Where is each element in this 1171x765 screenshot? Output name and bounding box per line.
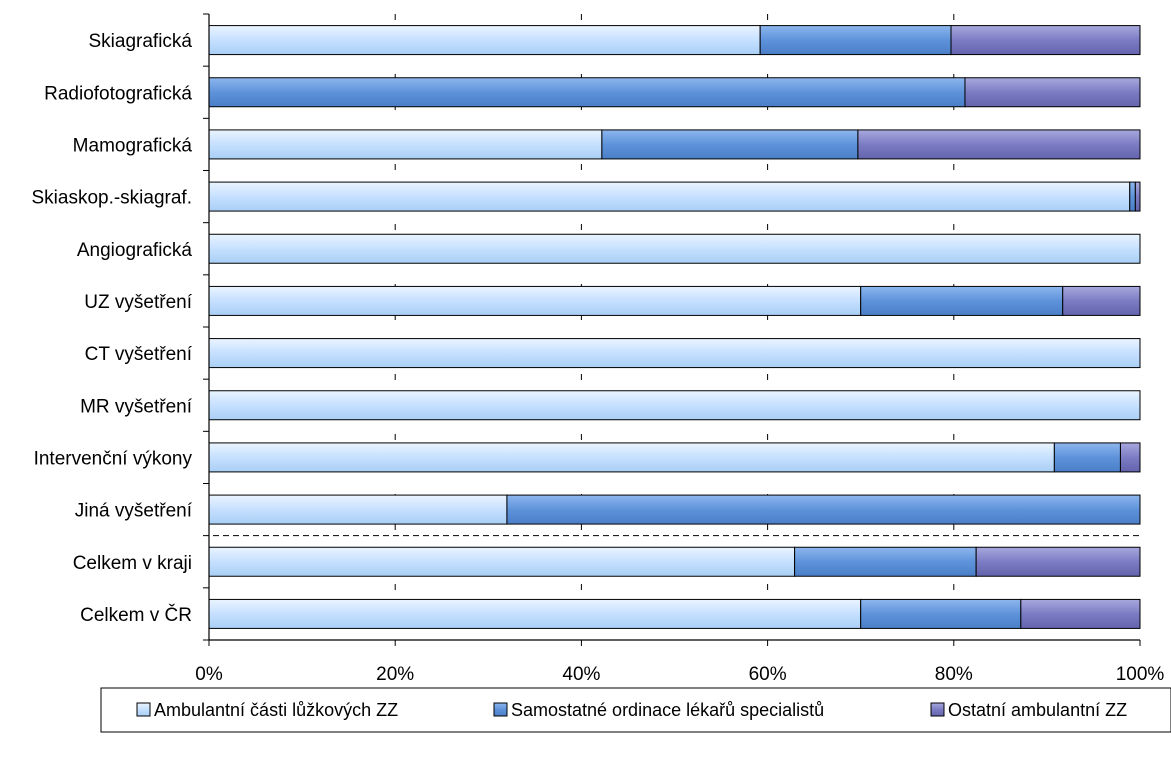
bar-segment-8-0 (208, 442, 1055, 473)
gridlines (203, 14, 1140, 640)
category-label-5: UZ vyšetření (84, 292, 192, 313)
category-label-9: Jiná vyšetření (75, 501, 193, 522)
bar-segment-1-1 (208, 77, 966, 108)
category-label-7: MR vyšetření (80, 396, 193, 417)
category-label-4: Angiografická (77, 240, 193, 261)
bar-segment-11-0 (208, 598, 862, 629)
bar-segment-5-2 (1062, 285, 1141, 316)
bar-segment-0-0 (208, 25, 761, 56)
bar-segment-10-2 (975, 546, 1141, 577)
x-tick-label-4: 80% (935, 664, 973, 685)
x-tick-labels: 0% 20% 40% 60% 80% 100% (195, 664, 1164, 685)
bar-segment-5-1 (860, 285, 1064, 316)
bar-segment-10-1 (794, 546, 977, 577)
bar-segment-3-2 (1134, 181, 1141, 212)
category-label-2: Mamografická (73, 135, 193, 156)
category-label-1: Radiofotografická (44, 83, 192, 104)
axes (203, 13, 1141, 646)
x-tick-label-2: 40% (562, 664, 600, 685)
x-tick-label-3: 60% (749, 664, 787, 685)
bar-segment-11-2 (1020, 598, 1141, 629)
legend-swatch-2 (930, 702, 945, 717)
bar-segment-1-2 (964, 77, 1141, 108)
legend-label-2: Ostatní ambulantní ZZ (948, 700, 1127, 720)
category-label-6: CT vyšetření (85, 344, 193, 365)
x-tick-label-5: 100% (1116, 664, 1165, 685)
legend-box (100, 687, 1171, 733)
category-labels: Skiagrafická Radiofotografická Mamografick… (31, 31, 192, 626)
legend-label-0: Ambulantní části lůžkových ZZ (154, 700, 398, 720)
category-label-11: Celkem v ČR (80, 604, 192, 626)
bar-segment-9-0 (208, 494, 508, 525)
bar-segment-3-1 (1129, 181, 1136, 212)
bar-segment-4-0 (208, 233, 1141, 264)
bar-segment-2-0 (208, 129, 603, 160)
x-tick-label-0: 0% (195, 664, 223, 685)
category-label-8: Intervenční výkony (34, 448, 193, 469)
bar-segment-2-2 (857, 129, 1141, 160)
category-label-0: Skiagrafická (89, 31, 193, 52)
bar-segment-5-0 (208, 285, 862, 316)
bar-segment-8-1 (1053, 442, 1121, 473)
bar-segment-8-2 (1119, 442, 1141, 473)
category-label-10: Celkem v kraji (73, 553, 192, 574)
bar-segment-11-1 (860, 598, 1022, 629)
legend-label-1: Samostatné ordinace lékařů specialistů (511, 700, 824, 720)
bar-segment-6-0 (208, 338, 1141, 369)
x-tick-label-1: 20% (376, 664, 414, 685)
category-label-3: Skiaskop.-skiagraf. (31, 188, 192, 209)
bar-segment-0-1 (759, 25, 952, 56)
bars (208, 25, 1141, 629)
legend-swatch-0 (136, 702, 151, 717)
bar-segment-7-0 (208, 390, 1141, 421)
bar-segment-2-1 (601, 129, 859, 160)
legend: Ambulantní části lůžkových ZZ Samostatné … (100, 687, 1171, 733)
bar-segment-0-2 (950, 25, 1141, 56)
bar-segment-10-0 (208, 546, 796, 577)
bar-segment-9-1 (506, 494, 1141, 525)
bar-segment-3-0 (208, 181, 1131, 212)
legend-swatch-1 (493, 702, 508, 717)
